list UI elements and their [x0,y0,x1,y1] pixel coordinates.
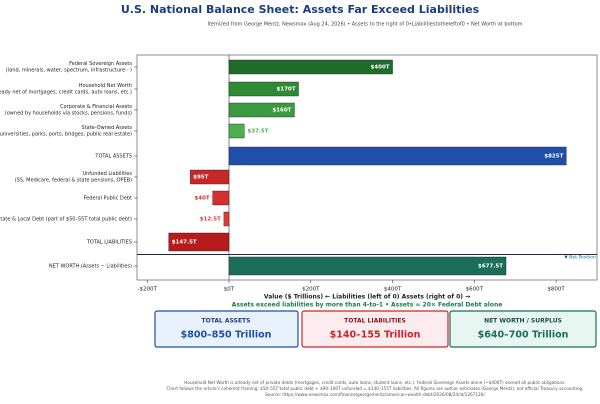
bar [228,256,507,276]
footnote: Household Net Worth is already net of pr… [184,380,565,385]
annotation: Assets exceed liabilities by more than 4… [232,302,503,309]
y-tick-detail: (owned by households via stocks, pension… [5,111,132,117]
bar [168,232,230,252]
y-tick-label: TOTAL ASSETS [94,154,132,160]
y-tick-label: Corporate & Financial Assets [60,104,132,110]
value-label: $170T [276,87,295,93]
summary-value: $800–850 Trillion [181,330,272,341]
y-tick-detail: (universities, parks, ports, bridges, pu… [0,132,132,138]
summary-label: TOTAL LIABILITIES [344,318,406,325]
value-label: $160T [272,108,291,114]
y-tick-label: Household Net Worth [79,83,132,89]
summary-label: TOTAL ASSETS [202,318,251,325]
footnote: Chart follows the article's coherent fra… [166,386,583,391]
y-tick-label: Federal Sovereign Assets [69,61,132,67]
chart-title: U.S. National Balance Sheet: Assets Far … [121,3,480,16]
summary-label: NET WORTH / SURPLUS [484,318,562,325]
y-tick-label: Unfunded Liabilities [82,171,132,177]
bar [212,190,230,206]
footnote: Source: https://www.newsmax.com/finance/… [265,392,485,397]
y-tick-detail: (already net of mortgages, credit cards,… [0,90,132,96]
x-tick-label: -$200T [138,287,158,293]
summary-box [301,310,449,348]
bar [223,211,230,227]
summary-box [154,310,299,348]
bar [228,146,567,166]
y-tick-label: State & Local Debt (part of $50–55T tota… [0,217,132,223]
summary-value: $640–700 Trillion [478,330,569,341]
y-tick-label: State-Owned Assets [82,125,133,131]
value-label: $400T [370,65,389,71]
bar [189,169,230,185]
value-label: $40T [194,196,209,202]
x-tick-label: $800T [547,287,565,293]
x-tick-label: $400T [384,287,402,293]
x-tick-label: $0T [224,287,235,293]
x-axis-label: Value ($ Trillions) ← Liabilities (left … [264,294,470,301]
chart-subtitle: Itemized from George Mentz, Newsmax (Aug… [208,22,523,28]
bar [228,81,299,97]
summary-value: $140–155 Trillion [330,330,421,341]
value-label: $677.5T [478,264,503,270]
value-label: $37.5T [247,129,268,135]
value-label: $147.5T [172,240,197,246]
y-tick-label: Federal Public Debt [84,196,133,202]
bar [228,59,393,75]
y-tick-detail: (land, minerals, water, spectrum, infras… [6,68,132,74]
value-label: $95T [193,175,208,181]
y-tick-label: NET WORTH (Assets − Liabilities) [49,264,132,270]
plot-frame [136,54,598,281]
x-tick-label: $200T [302,287,320,293]
net-marker: ▼ Net Position [564,255,596,261]
summary-box [449,310,597,348]
value-label: $825T [544,154,563,160]
value-label: $12.5T [200,217,221,223]
bar [228,123,245,139]
x-tick-label: $600T [466,287,484,293]
y-tick-label: TOTAL LIABILITIES [86,240,132,246]
y-tick-detail: (SS, Medicare, federal & state pensions,… [15,178,132,184]
bar [228,102,295,118]
